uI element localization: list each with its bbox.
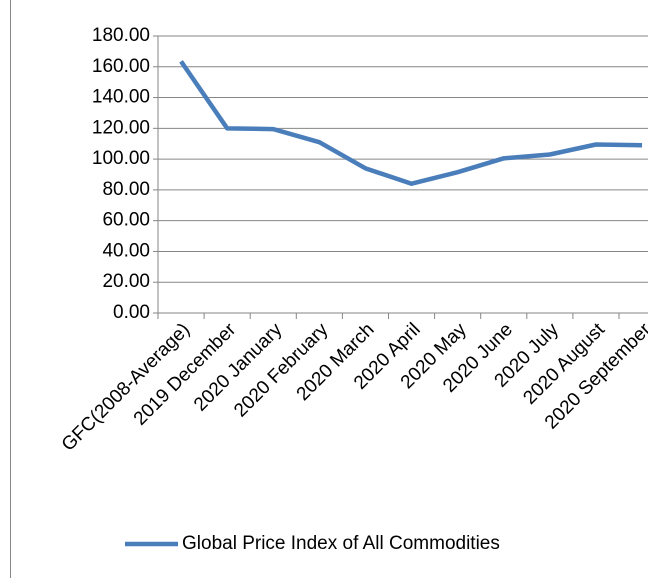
y-tick-label: 180.00 <box>92 25 150 46</box>
y-tick-label: 140.00 <box>92 87 150 108</box>
y-tick-label: 80.00 <box>102 179 150 200</box>
y-tick-label: 20.00 <box>102 271 150 292</box>
y-tick-label: 160.00 <box>92 56 150 77</box>
y-tick-label: 60.00 <box>102 210 150 231</box>
legend-label: Global Price Index of All Commodities <box>182 533 500 554</box>
y-tick-label: 120.00 <box>92 117 150 138</box>
y-tick-label: 40.00 <box>102 240 150 261</box>
line-series <box>179 60 643 186</box>
y-tick-label: 0.00 <box>113 302 150 323</box>
y-tick-label: 100.00 <box>92 148 150 169</box>
